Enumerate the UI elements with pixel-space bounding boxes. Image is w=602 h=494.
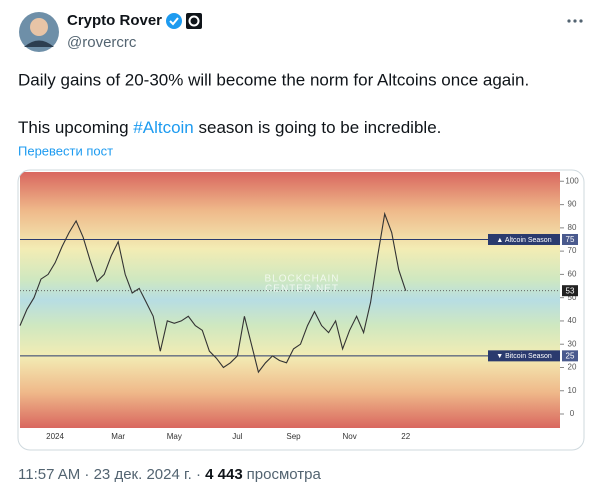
- watermark: CENTER.NET: [265, 284, 339, 295]
- y-tick-label: 90: [568, 200, 577, 209]
- reference-label: ▲ Altcoin Season: [496, 237, 551, 244]
- y-tick-label: 0: [570, 409, 575, 418]
- avatar-body: [24, 40, 54, 47]
- more-menu[interactable]: [567, 19, 583, 23]
- tweet-text: This upcoming #Altcoin season is going t…: [18, 118, 441, 137]
- reference-value: 75: [566, 235, 575, 244]
- reference-label-box: [488, 350, 560, 362]
- handle[interactable]: @rovercrc: [67, 34, 137, 51]
- reference-value: 25: [566, 351, 575, 360]
- reference-label: ▼ Bitcoin Season: [496, 353, 552, 360]
- y-tick-label: 40: [568, 316, 577, 325]
- watermark: BLOCKCHAIN: [264, 274, 339, 285]
- y-tick-label: 80: [568, 223, 577, 232]
- y-tick-label: 30: [568, 339, 577, 348]
- x-tick-label: Nov: [342, 432, 356, 441]
- reference-value-box: [562, 233, 578, 245]
- x-tick-label: Mar: [111, 432, 125, 441]
- dot: [567, 19, 571, 23]
- views-label: просмотра: [247, 466, 322, 483]
- x-tick-label: Jul: [232, 432, 242, 441]
- text: season is going to be incredible.: [194, 118, 442, 137]
- y-tick-label: 20: [568, 363, 577, 372]
- verified-badge: [166, 13, 182, 29]
- display-name[interactable]: Crypto Rover: [67, 12, 162, 29]
- y-tick-label: 60: [568, 270, 577, 279]
- timestamp[interactable]: 11:57 AM · 23 дек. 2024 г. ·: [18, 466, 205, 483]
- plot-bg: [20, 172, 560, 428]
- y-tick-label: 100: [565, 176, 579, 185]
- text: This upcoming: [18, 118, 133, 137]
- reference-value-box: [562, 350, 578, 362]
- reference-label-box: [488, 233, 560, 245]
- y-tick-label: 50: [568, 293, 577, 302]
- current-value-label: 53: [566, 286, 575, 295]
- media-border: [17, 169, 585, 451]
- affiliate-badge: [186, 13, 202, 29]
- hashtag[interactable]: #Altcoin: [133, 118, 193, 137]
- x-tick-label: Sep: [286, 432, 301, 441]
- view-count: 4 443: [205, 466, 243, 483]
- verified-check: [169, 17, 179, 26]
- tweet-text: Daily gains of 20-30% will become the no…: [18, 70, 529, 89]
- affiliate-icon: [188, 15, 200, 27]
- dot: [579, 19, 583, 23]
- translate-link[interactable]: Перевести пост: [18, 143, 113, 158]
- y-tick-label: 10: [568, 386, 577, 395]
- x-tick-label: 2024: [46, 432, 64, 441]
- footer: 11:57 AM · 23 дек. 2024 г. · 4 443 просмо…: [18, 466, 322, 483]
- x-tick-label: 22: [401, 432, 410, 441]
- y-tick-label: 70: [568, 246, 577, 255]
- current-value-box: [562, 285, 578, 297]
- x-tick-label: May: [167, 432, 182, 441]
- dot: [573, 19, 577, 23]
- avatar-face: [30, 18, 48, 36]
- series-line: [19, 211, 407, 374]
